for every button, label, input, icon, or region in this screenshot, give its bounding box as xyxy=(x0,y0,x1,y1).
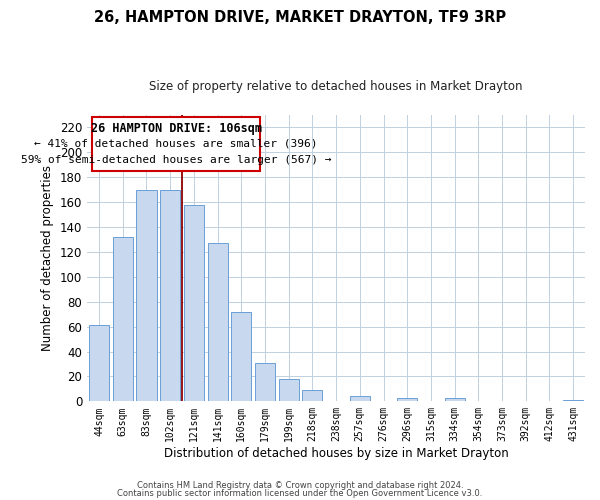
Bar xyxy=(563,400,583,402)
Text: 59% of semi-detached houses are larger (567) →: 59% of semi-detached houses are larger (… xyxy=(21,155,331,165)
FancyBboxPatch shape xyxy=(92,118,260,171)
Bar xyxy=(231,312,251,402)
Bar xyxy=(350,396,370,402)
Bar xyxy=(278,379,299,402)
Text: Contains HM Land Registry data © Crown copyright and database right 2024.: Contains HM Land Registry data © Crown c… xyxy=(137,481,463,490)
Bar xyxy=(397,398,417,402)
Bar xyxy=(160,190,180,402)
Text: ← 41% of detached houses are smaller (396): ← 41% of detached houses are smaller (39… xyxy=(34,138,318,148)
Bar xyxy=(136,190,157,402)
Bar xyxy=(113,237,133,402)
Title: Size of property relative to detached houses in Market Drayton: Size of property relative to detached ho… xyxy=(149,80,523,93)
Text: Contains public sector information licensed under the Open Government Licence v3: Contains public sector information licen… xyxy=(118,488,482,498)
Bar xyxy=(208,243,227,402)
Bar xyxy=(445,398,465,402)
Y-axis label: Number of detached properties: Number of detached properties xyxy=(41,165,55,351)
Text: 26 HAMPTON DRIVE: 106sqm: 26 HAMPTON DRIVE: 106sqm xyxy=(91,122,262,136)
Bar xyxy=(89,326,109,402)
X-axis label: Distribution of detached houses by size in Market Drayton: Distribution of detached houses by size … xyxy=(164,447,508,460)
Bar xyxy=(184,204,204,402)
Bar xyxy=(302,390,322,402)
Text: 26, HAMPTON DRIVE, MARKET DRAYTON, TF9 3RP: 26, HAMPTON DRIVE, MARKET DRAYTON, TF9 3… xyxy=(94,10,506,25)
Bar xyxy=(255,362,275,402)
